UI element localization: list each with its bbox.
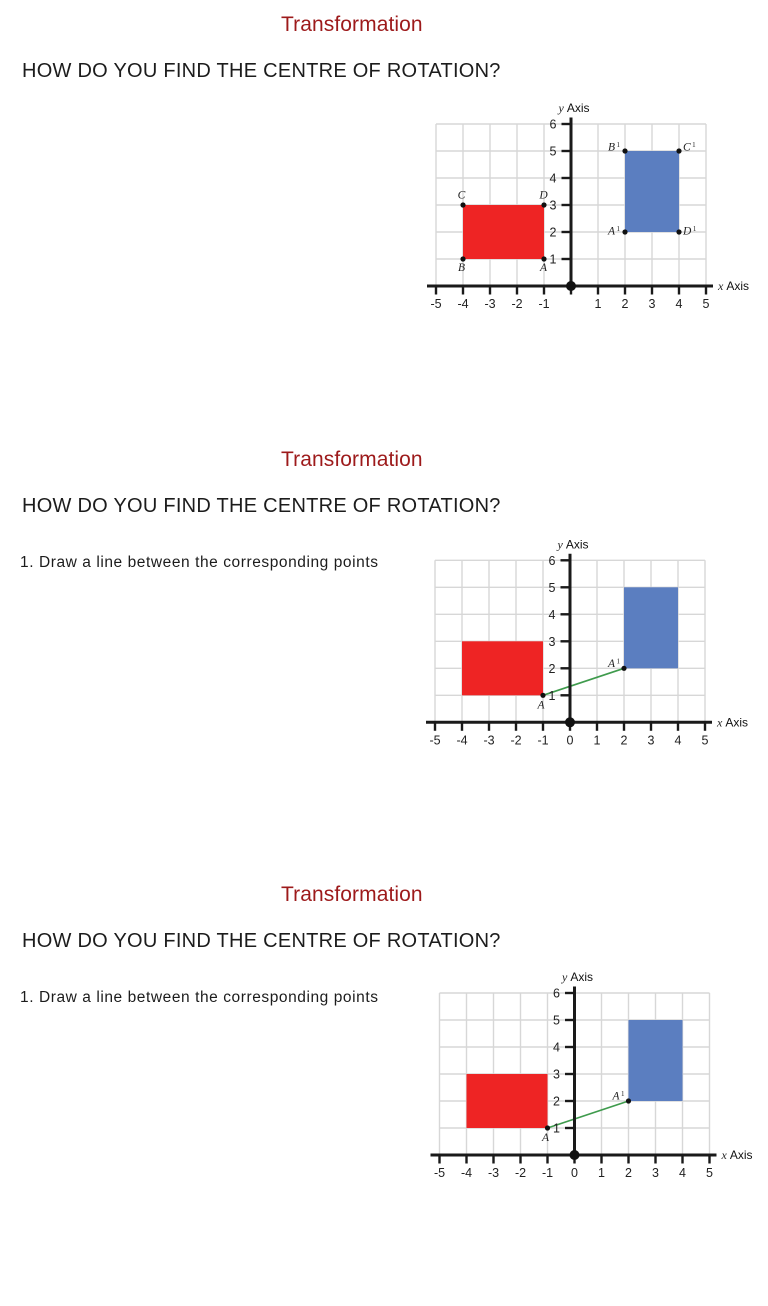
svg-text:2: 2 (621, 733, 628, 747)
svg-text:1: 1 (553, 1122, 560, 1136)
svg-text:-4: -4 (456, 733, 467, 747)
svg-text:5: 5 (550, 145, 557, 159)
svg-text:1: 1 (549, 689, 556, 703)
svg-text:-1: -1 (537, 733, 548, 747)
svg-text:6: 6 (549, 554, 556, 568)
svg-text:5: 5 (553, 1014, 560, 1028)
svg-text:2: 2 (549, 662, 556, 676)
svg-text:3: 3 (550, 199, 557, 213)
svg-text:C: C (458, 190, 466, 202)
svg-text:D: D (538, 190, 548, 202)
svg-text:D1: D1 (682, 225, 697, 238)
svg-text:-3: -3 (488, 1166, 499, 1180)
svg-text:4: 4 (553, 1041, 560, 1055)
svg-text:-5: -5 (434, 1166, 445, 1180)
svg-text:-1: -1 (542, 1166, 553, 1180)
svg-text:2: 2 (550, 226, 557, 240)
svg-text:A1: A1 (607, 225, 621, 238)
svg-text:-1: -1 (538, 297, 549, 311)
svg-text:A: A (539, 262, 548, 274)
svg-text:4: 4 (550, 172, 557, 186)
svg-text:2: 2 (622, 297, 629, 311)
svg-text:1: 1 (550, 253, 557, 267)
svg-text:-5: -5 (429, 733, 440, 747)
svg-text:-2: -2 (511, 297, 522, 311)
svg-text:3: 3 (652, 1166, 659, 1180)
svg-text:3: 3 (549, 635, 556, 649)
svg-text:1: 1 (594, 733, 601, 747)
svg-text:3: 3 (553, 1068, 560, 1082)
svg-text:0: 0 (567, 733, 574, 747)
svg-text:0: 0 (571, 1166, 578, 1180)
svg-text:3: 3 (648, 733, 655, 747)
svg-text:-3: -3 (484, 297, 495, 311)
svg-text:A: A (541, 1132, 550, 1144)
svg-text:6: 6 (550, 118, 557, 132)
svg-text:4: 4 (549, 608, 556, 622)
svg-text:-2: -2 (515, 1166, 526, 1180)
svg-text:5: 5 (549, 581, 556, 595)
svg-text:1: 1 (598, 1166, 605, 1180)
svg-text:5: 5 (702, 733, 709, 747)
svg-text:A: A (536, 699, 545, 711)
svg-text:6: 6 (553, 987, 560, 1001)
svg-text:5: 5 (706, 1166, 713, 1180)
svg-text:-5: -5 (430, 297, 441, 311)
svg-text:3: 3 (649, 297, 656, 311)
svg-text:-4: -4 (461, 1166, 472, 1180)
svg-text:B: B (458, 262, 465, 274)
svg-text:-3: -3 (483, 733, 494, 747)
svg-text:-2: -2 (510, 733, 521, 747)
svg-text:2: 2 (553, 1095, 560, 1109)
svg-text:4: 4 (676, 297, 683, 311)
svg-text:1: 1 (595, 297, 602, 311)
svg-text:5: 5 (703, 297, 710, 311)
svg-text:4: 4 (675, 733, 682, 747)
svg-text:2: 2 (625, 1166, 632, 1180)
svg-text:4: 4 (679, 1166, 686, 1180)
svg-text:-4: -4 (457, 297, 468, 311)
